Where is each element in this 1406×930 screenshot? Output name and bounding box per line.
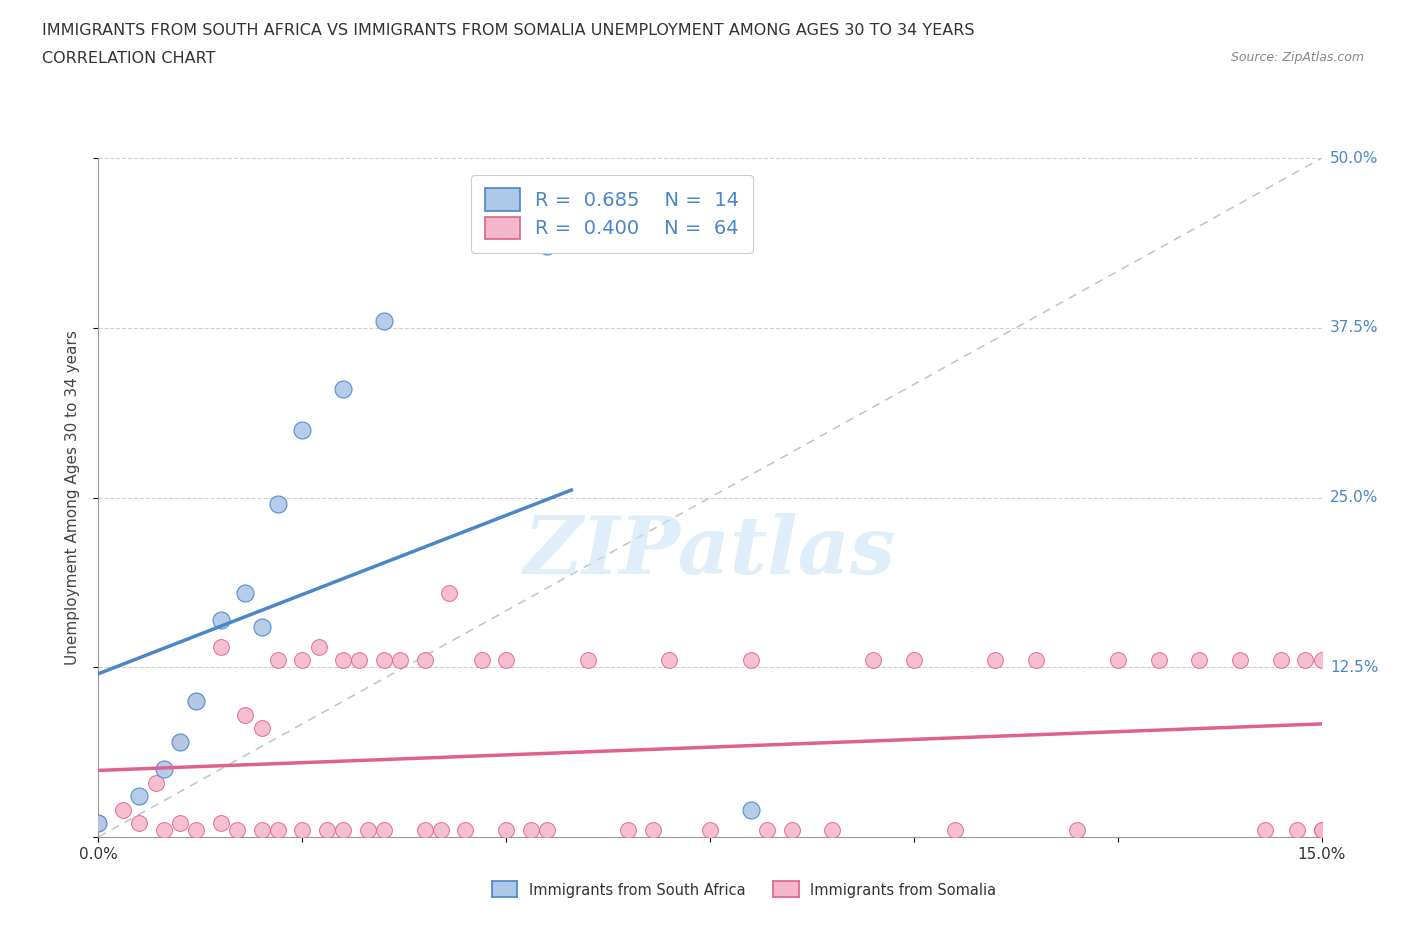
Point [943, 823, 966, 838]
Text: 50.0%: 50.0% [1330, 151, 1378, 166]
Point [332, 381, 354, 396]
Point [169, 816, 191, 830]
Point [495, 653, 517, 668]
Point [1107, 653, 1129, 668]
Point [349, 653, 371, 668]
Point [87, 816, 110, 830]
Text: IMMIGRANTS FROM SOUTH AFRICA VS IMMIGRANTS FROM SOMALIA UNEMPLOYMENT AMONG AGES : IMMIGRANTS FROM SOUTH AFRICA VS IMMIGRAN… [42, 23, 974, 38]
Point [430, 823, 453, 838]
Point [145, 776, 167, 790]
Point [1147, 653, 1170, 668]
Point [169, 735, 191, 750]
Text: 25.0%: 25.0% [1330, 490, 1378, 505]
Point [209, 640, 232, 655]
Point [373, 823, 395, 838]
Point [536, 823, 558, 838]
Point [152, 823, 174, 838]
Point [862, 653, 884, 668]
Point [740, 803, 762, 817]
Text: ZIPatlas: ZIPatlas [524, 513, 896, 591]
Point [186, 823, 208, 838]
Point [373, 653, 395, 668]
Point [186, 694, 208, 709]
Point [250, 619, 273, 634]
Point [267, 653, 290, 668]
Legend: R =  0.685    N =  14, R =  0.400    N =  64: R = 0.685 N = 14, R = 0.400 N = 64 [471, 175, 754, 253]
Point [1294, 653, 1316, 668]
Point [291, 422, 314, 437]
Point [128, 789, 150, 804]
Point [413, 653, 436, 668]
Point [332, 653, 354, 668]
Point [233, 585, 256, 600]
Text: 37.5%: 37.5% [1330, 320, 1378, 336]
Point [821, 823, 844, 838]
Point [699, 823, 721, 838]
Y-axis label: Unemployment Among Ages 30 to 34 years: Unemployment Among Ages 30 to 34 years [65, 330, 80, 665]
Point [1310, 823, 1333, 838]
Text: Immigrants from South Africa: Immigrants from South Africa [529, 884, 745, 898]
Point [250, 721, 273, 736]
Text: CORRELATION CHART: CORRELATION CHART [42, 51, 215, 66]
Point [315, 823, 337, 838]
Point [152, 762, 174, 777]
Point [373, 313, 395, 328]
Point [169, 735, 191, 750]
Point [267, 497, 290, 512]
Point [267, 823, 290, 838]
Point [209, 612, 232, 627]
Point [226, 823, 249, 838]
Point [128, 816, 150, 830]
Point [471, 653, 494, 668]
Point [87, 816, 110, 830]
Point [454, 823, 477, 838]
Point [903, 653, 925, 668]
Point [1188, 653, 1211, 668]
Point [356, 823, 378, 838]
Text: 12.5%: 12.5% [1330, 659, 1378, 675]
Point [233, 708, 256, 723]
Point [1253, 823, 1275, 838]
Point [111, 803, 134, 817]
Point [740, 653, 762, 668]
Point [780, 823, 803, 838]
Text: Immigrants from Somalia: Immigrants from Somalia [810, 884, 995, 898]
Point [389, 653, 412, 668]
Point [576, 653, 599, 668]
Point [1066, 823, 1088, 838]
Point [250, 823, 273, 838]
Point [332, 823, 354, 838]
Point [617, 823, 640, 838]
Point [519, 823, 541, 838]
Point [308, 640, 330, 655]
Point [1310, 653, 1333, 668]
Point [291, 653, 314, 668]
Point [756, 823, 779, 838]
Point [437, 585, 460, 600]
Point [186, 694, 208, 709]
Point [1270, 653, 1292, 668]
Point [536, 239, 558, 254]
Point [1025, 653, 1047, 668]
Point [209, 816, 232, 830]
Point [984, 653, 1007, 668]
Point [658, 653, 681, 668]
Point [291, 823, 314, 838]
Text: Source: ZipAtlas.com: Source: ZipAtlas.com [1230, 51, 1364, 64]
Point [1229, 653, 1251, 668]
Point [495, 823, 517, 838]
Point [1286, 823, 1309, 838]
Point [641, 823, 664, 838]
Point [413, 823, 436, 838]
Point [1310, 823, 1333, 838]
